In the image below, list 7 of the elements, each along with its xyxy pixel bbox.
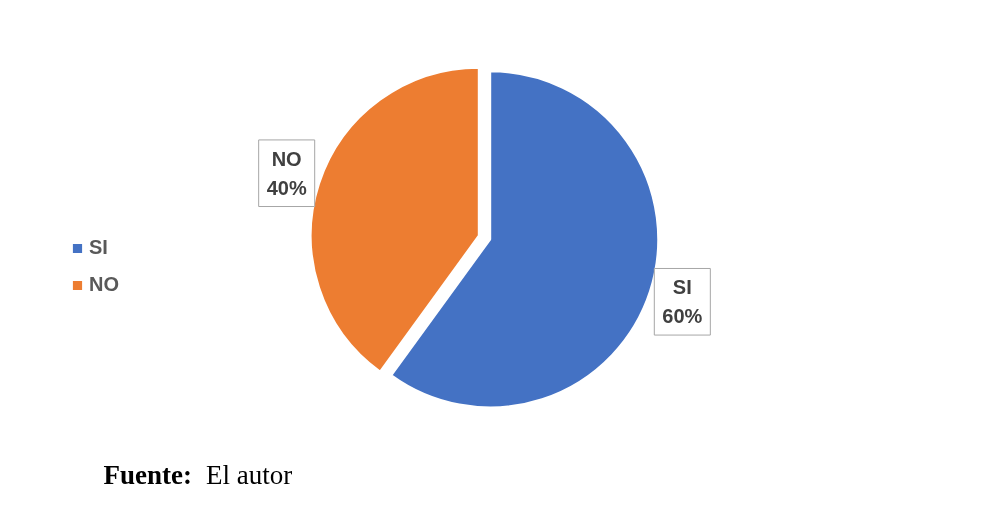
legend-label: NO <box>89 273 119 296</box>
slice-label: SI <box>672 276 692 299</box>
data-label: 40% <box>266 176 307 199</box>
legend-label: SI <box>89 236 109 259</box>
source-note: Fuente: El autor <box>103 459 293 490</box>
slice-label: NO <box>271 147 302 170</box>
data-label: 60% <box>662 305 703 328</box>
